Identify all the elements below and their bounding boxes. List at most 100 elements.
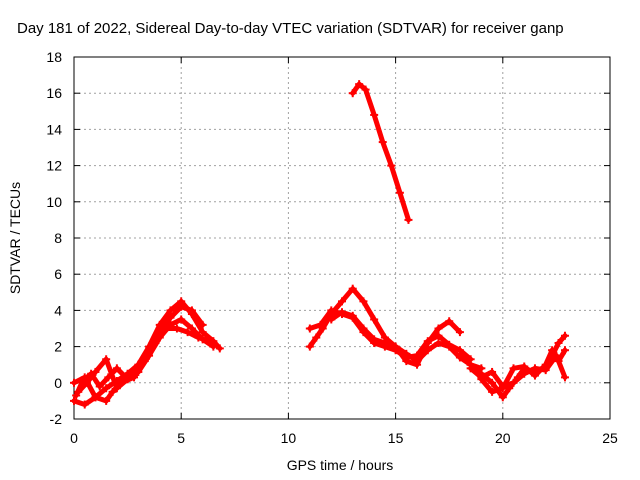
data-point [361, 85, 370, 94]
data-point [434, 331, 443, 340]
y-tick-label: 0 [54, 375, 62, 391]
data-point [370, 335, 379, 344]
data-point [102, 396, 111, 405]
y-tick-label: 18 [46, 49, 62, 65]
data-point [445, 342, 454, 351]
series-arc-8 [327, 308, 486, 373]
data-point [509, 378, 518, 387]
y-tick-label: 8 [54, 230, 62, 246]
data-point [434, 338, 443, 347]
series-arc-4 [72, 315, 218, 400]
y-tick-label: 2 [54, 339, 62, 355]
data-point [370, 315, 379, 324]
data-point [327, 315, 336, 324]
data-point [391, 342, 400, 351]
data-point [509, 364, 518, 373]
data-point [387, 161, 396, 170]
y-axis-title: SDTVAR / TECUs [7, 182, 23, 294]
data-point [338, 297, 346, 306]
data-point [423, 337, 432, 346]
data-point [413, 357, 422, 366]
data-point [520, 362, 529, 371]
series-line [307, 307, 474, 362]
data-point [104, 373, 113, 382]
data-point [530, 364, 539, 373]
x-tick-label: 25 [602, 430, 618, 446]
data-point [359, 324, 368, 333]
data-point [370, 110, 379, 119]
data-point [560, 331, 569, 340]
data-point [355, 80, 364, 89]
data-point [117, 378, 126, 387]
data-point [560, 373, 569, 382]
data-point [305, 324, 314, 333]
data-point [554, 357, 563, 366]
y-tick-label: 14 [46, 121, 62, 137]
data-point [166, 306, 175, 315]
data-point [198, 320, 207, 329]
data-point [87, 369, 96, 378]
series-line [468, 353, 568, 389]
x-tick-label: 0 [70, 430, 78, 446]
data-point [402, 349, 411, 358]
data-point [155, 333, 164, 342]
data-point [498, 384, 507, 393]
x-tick-label: 10 [281, 430, 297, 446]
series-arc-6 [305, 284, 464, 369]
y-tick-label: 6 [54, 266, 62, 282]
data-point [338, 308, 346, 317]
y-tick-label: 10 [46, 194, 62, 210]
data-point [488, 367, 497, 376]
data-point [172, 324, 181, 333]
data-point [404, 215, 413, 224]
data-point [91, 393, 100, 402]
data-point [166, 320, 175, 329]
data-point [80, 400, 89, 409]
data-point [108, 387, 117, 396]
data-point [327, 306, 336, 315]
y-tick-label: 4 [54, 302, 62, 318]
data-point [488, 387, 497, 396]
data-point [530, 371, 539, 380]
data-point [187, 324, 196, 333]
y-tick-label: -2 [50, 411, 63, 427]
data-point [312, 333, 321, 342]
data-point [348, 89, 357, 98]
series-line [478, 347, 568, 395]
data-point [177, 315, 186, 324]
data-point [560, 346, 569, 355]
data-point [445, 317, 454, 326]
data-point [72, 391, 81, 400]
series-arc-5 [348, 80, 413, 224]
data-point [455, 351, 464, 360]
data-point [70, 396, 78, 405]
data-point [423, 346, 432, 355]
data-point [134, 367, 143, 376]
data-point [145, 351, 154, 360]
data-point [378, 138, 387, 147]
data-point [70, 378, 78, 387]
data-point [548, 346, 557, 355]
data-point [215, 344, 224, 353]
chart-title: Day 181 of 2022, Sidereal Day-to-day VTE… [17, 20, 564, 37]
data-point [78, 376, 87, 385]
data-point [166, 313, 175, 322]
data-point [498, 393, 507, 402]
data-point [305, 342, 314, 351]
y-tick-label: 12 [46, 158, 62, 174]
series-line [350, 81, 411, 223]
data-point [102, 355, 111, 364]
data-point [359, 297, 368, 306]
y-tick-label: 16 [46, 85, 62, 101]
data-point [209, 342, 218, 351]
x-tick-label: 20 [495, 430, 511, 446]
data-point [183, 328, 192, 337]
data-point [477, 375, 486, 384]
axis-ticks: 0 5 10 15 20 25 -2 0 2 4 6 8 10 12 14 16 18 [46, 49, 618, 446]
data-point [488, 378, 497, 387]
data-point [123, 375, 132, 384]
data-point [395, 188, 404, 197]
x-tick-label: 15 [388, 430, 404, 446]
data-point [177, 302, 186, 311]
